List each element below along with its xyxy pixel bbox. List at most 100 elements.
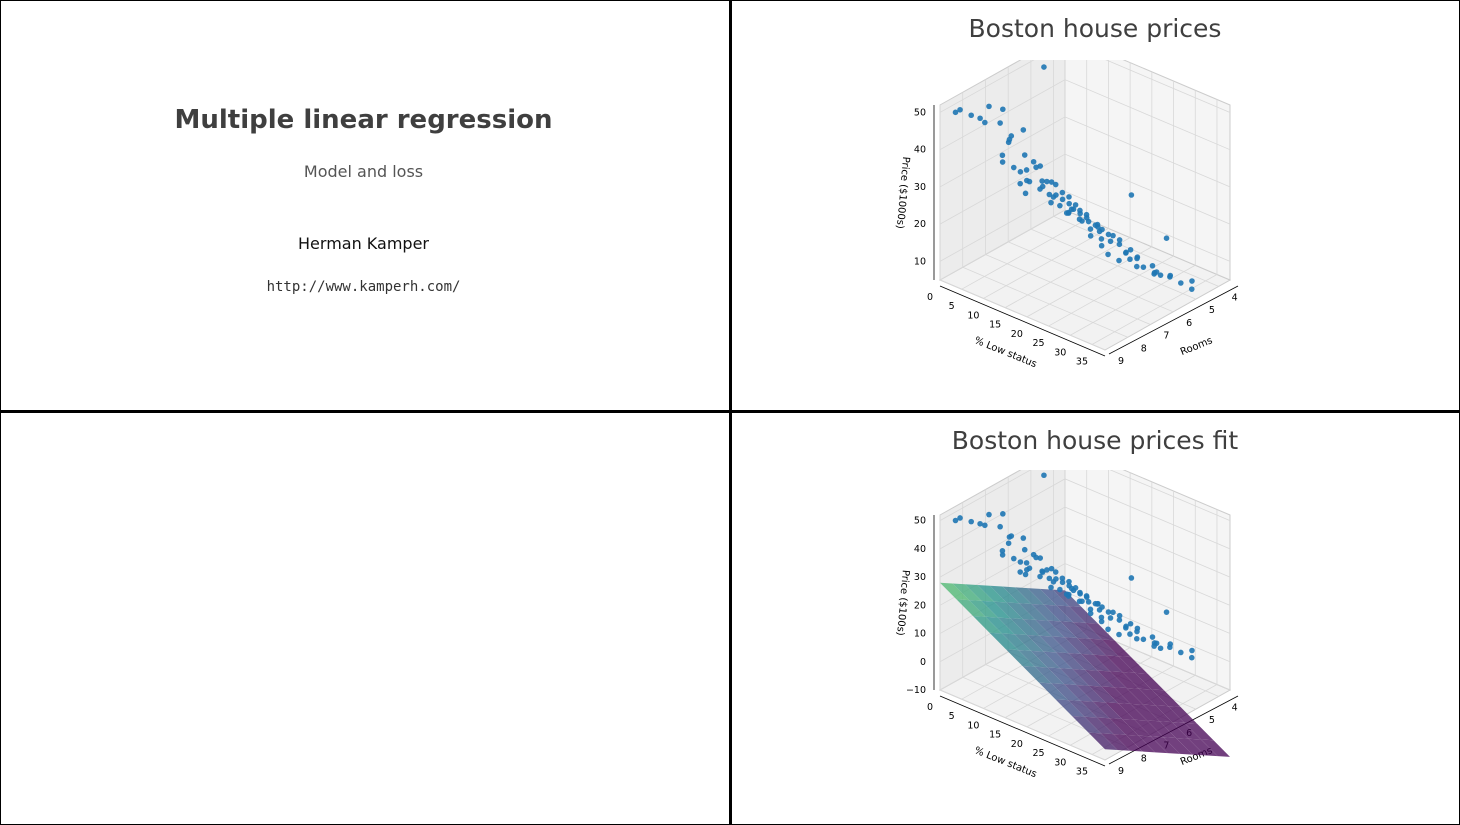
data-point (1048, 199, 1054, 206)
surface-patch (1084, 716, 1114, 735)
y-tick-label: 6 (1186, 318, 1192, 329)
data-point (957, 515, 963, 521)
data-point (1048, 565, 1055, 572)
surface-patch (1155, 705, 1185, 723)
surface-patch (1106, 655, 1135, 673)
surface-patch (1064, 637, 1094, 655)
surface-patch (1010, 618, 1040, 636)
author-name: Herman Kamper (298, 234, 429, 253)
data-point (1077, 210, 1083, 217)
data-point (952, 517, 959, 524)
data-point (1059, 189, 1066, 196)
data-point (1017, 569, 1023, 575)
grid-line (939, 190, 1231, 262)
x-tick-label: 35 (1076, 766, 1088, 777)
surface-patch (1126, 687, 1156, 706)
blank-slide (2, 414, 729, 823)
data-point (1026, 565, 1033, 571)
data-point (1077, 590, 1083, 597)
data-point (1039, 183, 1046, 190)
data-point (1149, 262, 1156, 269)
x-tick-label: 10 (967, 720, 979, 731)
data-point (1022, 571, 1029, 578)
data-point (1044, 567, 1050, 573)
surface-patch (1118, 703, 1147, 721)
divider-horizontal (0, 410, 1460, 413)
surface-patch (1027, 588, 1057, 606)
surface-patch (1110, 671, 1139, 689)
data-point (1059, 575, 1066, 582)
surface-patch (1122, 719, 1151, 737)
surface-patch (1093, 654, 1123, 673)
surface-patch (1022, 666, 1052, 684)
data-point (999, 552, 1006, 558)
surface-patch (1151, 689, 1181, 707)
surface-patch (1039, 682, 1068, 701)
surface-patch (1105, 702, 1135, 720)
data-point (968, 112, 975, 119)
scatter-points (952, 472, 1195, 661)
z-tick-label: −10 (906, 685, 926, 696)
x-axis-line (939, 285, 1106, 357)
grid-line (939, 153, 1231, 225)
grid-line (1030, 60, 1197, 300)
data-point (1000, 106, 1006, 113)
x-tick-label: 35 (1076, 356, 1088, 367)
y-tick-label: 5 (1209, 305, 1215, 316)
data-point (968, 518, 975, 525)
title-slide (2, 2, 729, 410)
grid-line (1007, 66, 1174, 313)
data-point (1017, 169, 1024, 175)
surface-patch (1006, 602, 1036, 620)
z-tick-label: 40 (914, 544, 926, 555)
x-tick-label: 20 (1011, 739, 1023, 750)
surface-patch (1081, 653, 1110, 672)
x-tick-label: 30 (1054, 347, 1066, 358)
surface-patch (1073, 622, 1102, 640)
data-point (1053, 576, 1059, 582)
data-point (1110, 232, 1116, 239)
surface-patch (940, 582, 969, 601)
grid-line (1048, 81, 1174, 327)
data-point (1066, 582, 1072, 589)
data-point (1010, 164, 1017, 171)
surface-patch (1097, 670, 1127, 688)
data-point (1053, 192, 1059, 198)
grid-line (939, 105, 1106, 351)
data-point (1046, 575, 1053, 582)
data-point (1110, 609, 1116, 616)
data-point (1021, 546, 1028, 553)
data-point (1188, 654, 1195, 661)
data-point (1127, 246, 1134, 253)
y-tick-label: 9 (1118, 356, 1124, 367)
surface-patch (1188, 738, 1218, 757)
data-point (1072, 202, 1079, 208)
surface-patch (1163, 737, 1193, 755)
z-tick-label: 10 (914, 256, 926, 267)
data-point (1116, 612, 1123, 619)
surface-patch (1039, 635, 1069, 654)
y-tick-label: 8 (1141, 753, 1147, 764)
data-point (1087, 610, 1094, 617)
surface-patch (990, 585, 1019, 604)
data-point (1079, 598, 1085, 605)
surface-patch (1015, 587, 1044, 605)
data-point (1066, 194, 1072, 200)
data-point (1070, 206, 1077, 213)
surface-patch (1072, 669, 1102, 687)
grid-line (985, 79, 1151, 325)
data-point (1033, 554, 1039, 561)
z-tick-label: 30 (914, 572, 926, 583)
data-point (1023, 560, 1030, 566)
surface-patch (1035, 666, 1064, 685)
data-point (1189, 647, 1195, 654)
surface-patch (1113, 734, 1143, 752)
data-point (1030, 158, 1037, 165)
surface-patch (1147, 720, 1176, 738)
surface-patch (952, 583, 982, 601)
data-point (1151, 643, 1157, 649)
x-tick-label: 5 (949, 711, 955, 722)
grid-line (1053, 60, 1219, 287)
data-point (1128, 575, 1135, 581)
grid-line (1091, 99, 1218, 345)
